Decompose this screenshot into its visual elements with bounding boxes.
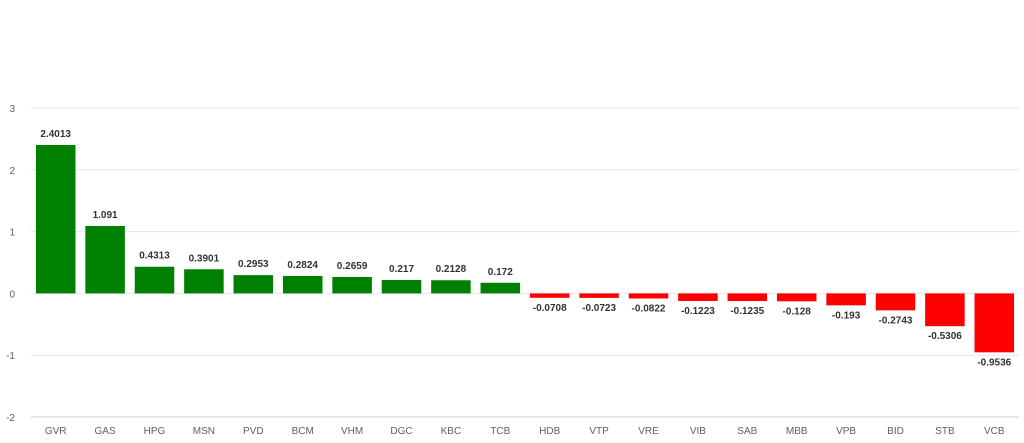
x-category-label: MBB (786, 426, 808, 437)
bar-gas[interactable] (85, 225, 125, 294)
data-label: 0.172 (488, 267, 513, 278)
bar-vhm[interactable] (332, 276, 372, 294)
x-category-label: BID (887, 426, 904, 437)
bars (35, 144, 1015, 353)
y-tick-label: -2 (6, 413, 15, 424)
bar-stb[interactable] (925, 293, 965, 327)
data-label: 0.2824 (287, 260, 318, 271)
y-axis-ticks: -2 -1 0 1 2 3 (6, 104, 15, 424)
data-label: 1.091 (93, 210, 118, 221)
data-labels: 2.4013 1.091 0.4313 0.3901 0.2953 0.2824 0.265… (40, 129, 1011, 368)
x-category-label: VPB (836, 426, 856, 437)
y-tick-label: 1 (9, 228, 15, 239)
bar-pvd[interactable] (233, 275, 274, 294)
x-category-label: TCB (490, 426, 510, 437)
data-label: 0.2953 (238, 259, 269, 270)
bar-vtp[interactable] (579, 293, 619, 298)
bar-vcb[interactable] (974, 293, 1015, 353)
x-category-label: SAB (737, 426, 757, 437)
data-label: -0.5306 (928, 331, 962, 342)
x-axis-categories: GVR GAS HPG MSN PVD BCM VHM DGC KBC TCB HDB VTP VRE V… (45, 426, 1005, 437)
x-category-label: MSN (193, 426, 215, 437)
bar-msn[interactable] (184, 269, 224, 294)
data-label: -0.193 (832, 310, 861, 321)
bar-mbb[interactable] (776, 293, 817, 302)
bar-hdb[interactable] (529, 293, 570, 298)
y-tick-label: 2 (9, 166, 15, 177)
data-label: -0.9536 (977, 357, 1011, 368)
data-label: 0.217 (389, 264, 414, 275)
data-label: -0.1235 (730, 306, 764, 317)
y-tick-label: -1 (6, 351, 15, 362)
grid-lines (31, 107, 1019, 418)
x-category-label: VRE (638, 426, 659, 437)
bar-bid[interactable] (875, 293, 916, 311)
x-category-label: KBC (441, 426, 462, 437)
bar-vib[interactable] (678, 293, 718, 301)
data-label: 0.3901 (189, 253, 220, 264)
x-category-label: VTP (589, 426, 609, 437)
data-label: 0.4313 (139, 251, 170, 262)
x-category-label: HPG (144, 426, 166, 437)
x-category-label: STB (935, 426, 955, 437)
x-category-label: PVD (243, 426, 264, 437)
bar-bcm[interactable] (282, 275, 323, 294)
x-category-label: BCM (292, 426, 314, 437)
data-label: -0.2743 (879, 315, 913, 326)
x-category-label: VIB (690, 426, 706, 437)
data-label: -0.128 (783, 306, 812, 317)
bar-kbc[interactable] (431, 280, 471, 294)
bar-tcb[interactable] (480, 282, 521, 294)
data-label: 0.2128 (436, 264, 467, 275)
x-category-label: GAS (95, 426, 116, 437)
data-label: -0.1223 (681, 306, 715, 317)
bar-gvr[interactable] (35, 144, 76, 294)
x-category-label: VCB (984, 426, 1005, 437)
y-tick-label: 3 (9, 104, 15, 115)
x-category-label: DGC (390, 426, 412, 437)
bar-vre[interactable] (628, 293, 669, 299)
data-label: -0.0723 (582, 303, 616, 314)
bar-dgc[interactable] (381, 279, 422, 294)
data-label: -0.0708 (533, 303, 567, 314)
bar-vpb[interactable] (826, 293, 866, 306)
data-label: -0.0822 (632, 303, 666, 314)
bar-hpg[interactable] (134, 266, 175, 294)
data-label: 2.4013 (40, 129, 71, 140)
x-category-label: HDB (539, 426, 560, 437)
data-label: 0.2659 (337, 261, 368, 272)
y-tick-label: 0 (9, 289, 15, 300)
x-category-label: VHM (341, 426, 363, 437)
bar-sab[interactable] (727, 293, 768, 302)
x-category-label: GVR (45, 426, 67, 437)
